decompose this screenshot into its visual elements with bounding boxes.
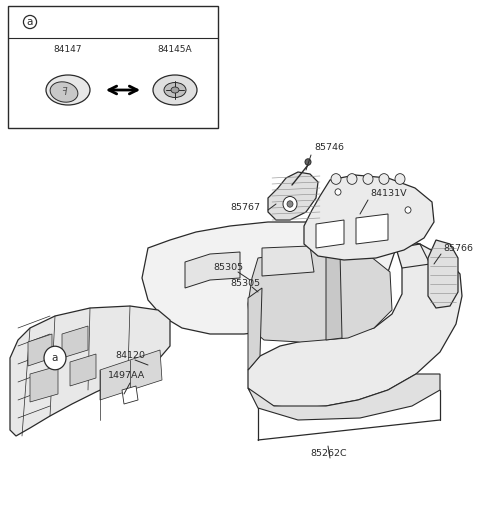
- Text: a: a: [27, 17, 33, 27]
- Text: 85746: 85746: [314, 143, 344, 153]
- Text: 85766: 85766: [443, 244, 473, 252]
- Polygon shape: [326, 250, 342, 340]
- Circle shape: [347, 174, 357, 185]
- Polygon shape: [70, 354, 96, 386]
- Text: 85305: 85305: [213, 264, 243, 272]
- Polygon shape: [185, 252, 240, 288]
- Ellipse shape: [171, 87, 179, 93]
- Polygon shape: [268, 172, 318, 220]
- Polygon shape: [28, 334, 52, 366]
- Text: 84145A: 84145A: [158, 46, 192, 54]
- Polygon shape: [248, 288, 262, 370]
- Circle shape: [44, 346, 66, 370]
- Polygon shape: [262, 246, 314, 276]
- Circle shape: [305, 159, 311, 165]
- FancyBboxPatch shape: [8, 6, 218, 128]
- Circle shape: [395, 174, 405, 185]
- Circle shape: [335, 189, 341, 195]
- Circle shape: [379, 174, 389, 185]
- Polygon shape: [356, 214, 388, 244]
- Circle shape: [331, 174, 341, 185]
- Text: 1497AA: 1497AA: [108, 371, 145, 379]
- Circle shape: [363, 174, 373, 185]
- Circle shape: [287, 201, 293, 207]
- Text: 84131V: 84131V: [370, 190, 407, 198]
- Text: a: a: [52, 353, 58, 363]
- Text: 84120: 84120: [115, 351, 145, 359]
- Text: 85767: 85767: [230, 204, 260, 212]
- Polygon shape: [30, 366, 58, 402]
- Ellipse shape: [46, 75, 90, 105]
- Polygon shape: [248, 250, 392, 342]
- Ellipse shape: [164, 83, 186, 98]
- Polygon shape: [304, 175, 434, 260]
- Polygon shape: [316, 220, 344, 248]
- Ellipse shape: [153, 75, 197, 105]
- Polygon shape: [62, 326, 88, 358]
- Text: ꟻ: ꟻ: [61, 87, 67, 97]
- Polygon shape: [428, 240, 458, 308]
- Text: 84147: 84147: [54, 46, 82, 54]
- Text: 85262C: 85262C: [310, 449, 347, 457]
- Polygon shape: [142, 222, 396, 334]
- Ellipse shape: [50, 82, 78, 102]
- Text: 85305: 85305: [230, 279, 260, 287]
- Circle shape: [405, 207, 411, 213]
- Polygon shape: [10, 306, 170, 436]
- Polygon shape: [248, 236, 462, 408]
- Polygon shape: [248, 374, 440, 420]
- Polygon shape: [122, 386, 138, 404]
- Circle shape: [283, 196, 297, 211]
- Polygon shape: [100, 350, 162, 400]
